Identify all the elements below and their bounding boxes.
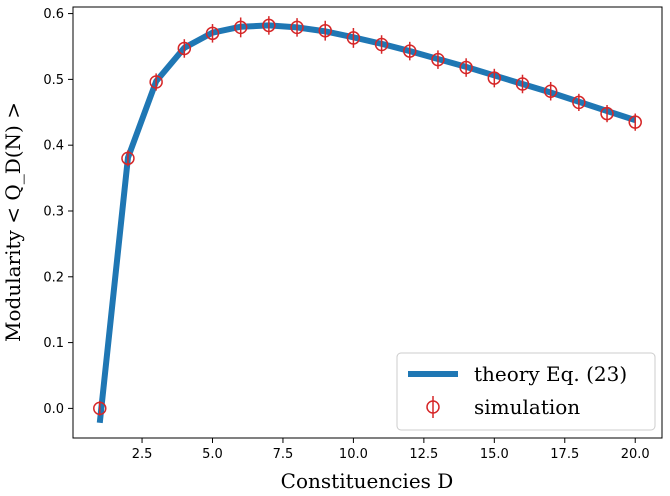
y-tick-label: 0.2: [43, 270, 64, 285]
simulation-marker: [93, 401, 107, 416]
simulation-point: [459, 58, 473, 77]
simulation-marker: [572, 95, 586, 110]
x-axis: 2.5 5.0 7.5 10.0 12.5 15.0 17.5 20.0: [132, 438, 650, 462]
simulation-marker: [262, 18, 276, 33]
x-tick-label: 20.0: [621, 447, 650, 462]
x-tick-label: 2.5: [132, 447, 153, 462]
simulation-point: [600, 104, 614, 123]
simulation-marker: [177, 41, 192, 56]
simulation-point: [572, 93, 586, 112]
x-tick-label: 15.0: [480, 447, 509, 462]
x-tick-label: 10.0: [339, 447, 368, 462]
simulation-marker: [318, 23, 332, 38]
simulation-point: [487, 68, 502, 88]
y-axis: 0.0 0.1 0.2 0.3 0.4 0.5 0.6: [43, 7, 73, 417]
simulation-marker: [600, 106, 614, 121]
x-tick-label: 17.5: [550, 447, 579, 462]
legend-box: [396, 352, 656, 431]
simulation-marker: [628, 115, 642, 129]
simulation-marker: [205, 26, 220, 41]
x-tick-label: 12.5: [409, 447, 438, 462]
simulation-marker: [346, 31, 361, 45]
y-axis-label: Modularity < Q_D(N) >: [1, 102, 25, 342]
simulation-marker: [543, 84, 558, 98]
y-axis-label-text: Modularity < Q_D(N) >: [1, 102, 25, 342]
simulation-marker: [149, 75, 163, 89]
simulation-marker: [431, 52, 445, 67]
simulation-point: [262, 16, 276, 35]
simulation-point: [515, 74, 530, 94]
simulation-point: [346, 28, 361, 48]
simulation-marker: [121, 151, 135, 166]
x-axis-label: Constituencies D: [281, 469, 454, 493]
legend-simulation-marker: [426, 400, 440, 414]
simulation-marker: [487, 71, 502, 85]
y-tick-label: 0.5: [43, 73, 64, 88]
plot-frame: [72, 6, 663, 439]
legend-theory-label: theory Eq. (23): [474, 362, 627, 386]
simulation-marker: [233, 20, 248, 35]
simulation-marker: [403, 44, 417, 58]
x-axis-label-text: Constituencies D: [281, 469, 454, 493]
simulation-point: [374, 35, 389, 54]
simulation-point: [628, 113, 642, 131]
plot-area: [93, 16, 642, 424]
simulation-point: [290, 18, 304, 37]
legend: theory Eq. (23) simulation: [396, 352, 656, 431]
simulation-point: [177, 39, 192, 58]
simulation-marker: [459, 60, 473, 75]
simulation-point: [149, 73, 163, 91]
simulation-point: [121, 150, 135, 167]
simulation-marker: [374, 37, 389, 52]
simulation-point: [431, 50, 445, 69]
simulation-point: [205, 24, 220, 43]
simulation-point: [93, 401, 107, 416]
y-tick-label: 0.6: [43, 7, 64, 22]
simulation-point: [543, 81, 558, 101]
y-tick-label: 0.3: [43, 204, 64, 219]
simulation-point: [403, 41, 417, 61]
y-tick-label: 0.0: [43, 402, 64, 417]
y-tick-label: 0.1: [43, 336, 64, 351]
x-tick-label: 5.0: [202, 447, 223, 462]
legend-simulation-label: simulation: [474, 395, 580, 419]
x-tick-label: 7.5: [273, 447, 294, 462]
simulation-marker: [290, 20, 304, 35]
simulation-point: [233, 17, 248, 38]
simulation-marker: [515, 77, 530, 91]
simulation-point: [318, 20, 332, 41]
y-tick-label: 0.4: [43, 139, 64, 154]
